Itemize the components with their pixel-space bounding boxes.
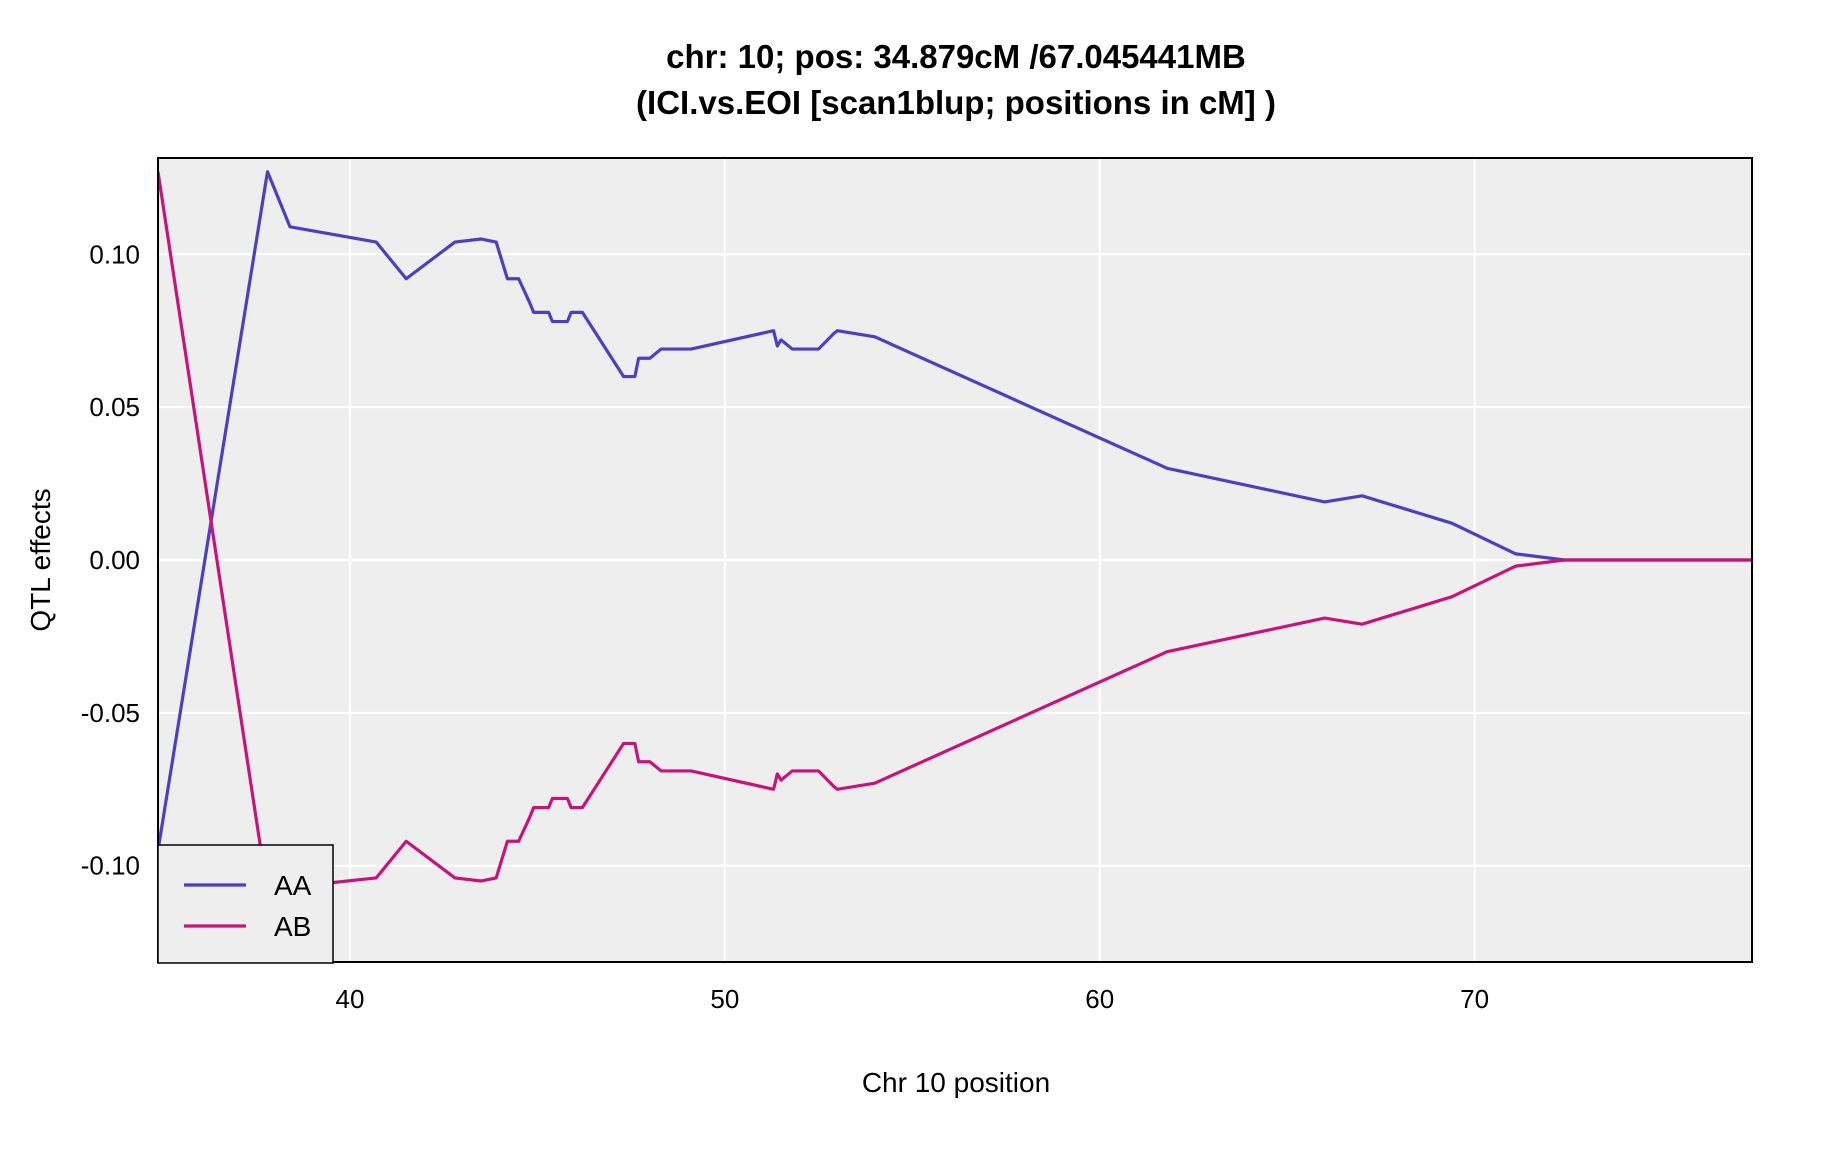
x-axis-ticks: 40 50 60 70 [336,984,1490,1014]
y-tick-label: 0.00 [89,545,140,575]
y-tick-label: -0.05 [81,698,140,728]
chart-subtitle: (ICI.vs.EOI [scan1blup; positions in cM]… [636,84,1276,121]
x-tick-label: 60 [1085,984,1114,1014]
x-tick-label: 40 [336,984,365,1014]
series-line-ab [158,171,1752,895]
series-layer [158,170,1752,895]
legend: AA AB [157,844,334,964]
y-tick-label: -0.10 [81,851,140,881]
series-line-aa [158,170,1752,851]
plot-frame [157,157,1753,963]
y-tick-label: 0.05 [89,392,140,422]
legend-label-aa: AA [274,870,312,901]
legend-label-ab: AB [274,911,311,942]
grid-lines [158,158,1752,962]
chart-title: chr: 10; pos: 34.879cM /67.045441MB [666,38,1246,75]
x-tick-label: 50 [710,984,739,1014]
y-tick-label: 0.10 [89,239,140,269]
y-axis-ticks: -0.10 -0.05 0.00 0.05 0.10 [81,239,140,880]
x-tick-label: 70 [1460,984,1489,1014]
legend-box [157,844,334,964]
x-axis-label: Chr 10 position [862,1067,1050,1098]
y-axis-label: QTL effects [25,488,56,631]
